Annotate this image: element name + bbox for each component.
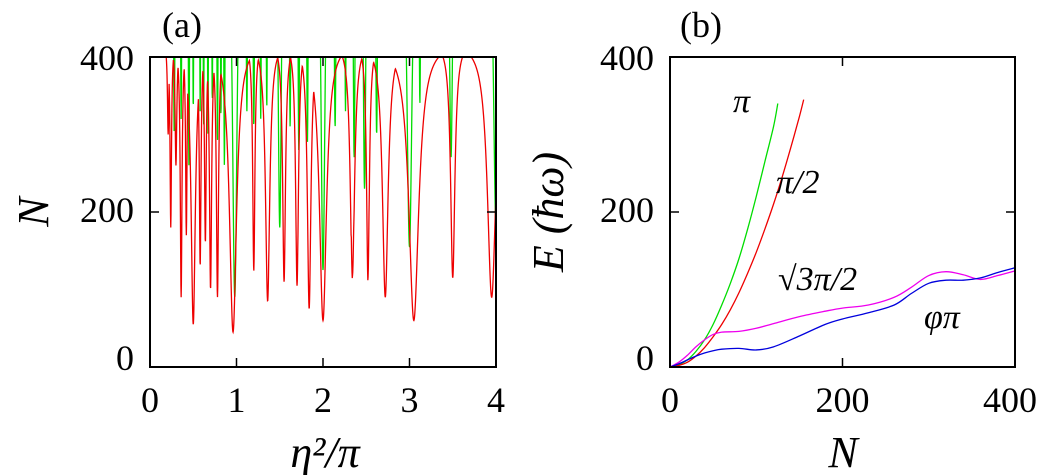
panel-b-xlabel: N (827, 428, 860, 475)
panel-b-ytick-labels: 0 200 400 (600, 38, 654, 378)
ytick-label: 400 (80, 38, 134, 78)
panel-b: (b) 0 200 400 0 200 400 N E (ħω) π π/2 √… (524, 5, 1037, 475)
series-line-3 (670, 267, 1015, 367)
xtick-label: 3 (401, 380, 419, 420)
ytick-label: 200 (80, 190, 134, 230)
ytick-label: 0 (116, 338, 134, 378)
panel-a-ticks (149, 56, 497, 368)
annotation-sqrt3-pi-half: √3π/2 (778, 261, 857, 298)
panel-a-xtick-labels: 0 1 2 3 4 (141, 380, 505, 420)
annotation-phi-pi: φπ (924, 299, 961, 336)
ytick-label: 0 (636, 338, 654, 378)
xtick-label: 0 (661, 380, 679, 420)
panel-a-ytick-labels: 0 200 400 (80, 38, 134, 378)
xtick-label: 400 (983, 380, 1037, 420)
series-line-red (165, 57, 496, 335)
xtick-label: 4 (487, 380, 505, 420)
xtick-label: 1 (228, 380, 246, 420)
panel-b-ticks (669, 56, 1016, 368)
xtick-label: 0 (141, 380, 159, 420)
xtick-label: 2 (314, 380, 332, 420)
panel-b-ylabel: E (ħω) (524, 152, 573, 273)
xtick-label: 200 (816, 380, 870, 420)
panel-b-series (670, 99, 1015, 367)
panel-a-label: (a) (162, 5, 202, 45)
panel-a-ylabel: N (9, 195, 58, 228)
panel-b-frame (669, 56, 1016, 368)
series-line-1 (670, 99, 805, 367)
panel-a-series (165, 57, 496, 335)
ytick-label: 400 (600, 38, 654, 78)
series-line-2 (670, 270, 1015, 367)
panel-a-xlabel: η²/π (290, 428, 361, 475)
panel-b-label: (b) (680, 5, 722, 45)
panel-b-xtick-labels: 0 200 400 (661, 380, 1037, 420)
ytick-label: 200 (600, 190, 654, 230)
annotation-pi: π (733, 83, 751, 120)
annotation-pi-half: π/2 (776, 164, 819, 201)
panel-a: (a) 0 200 400 0 1 2 3 4 η²/π N (9, 5, 505, 475)
